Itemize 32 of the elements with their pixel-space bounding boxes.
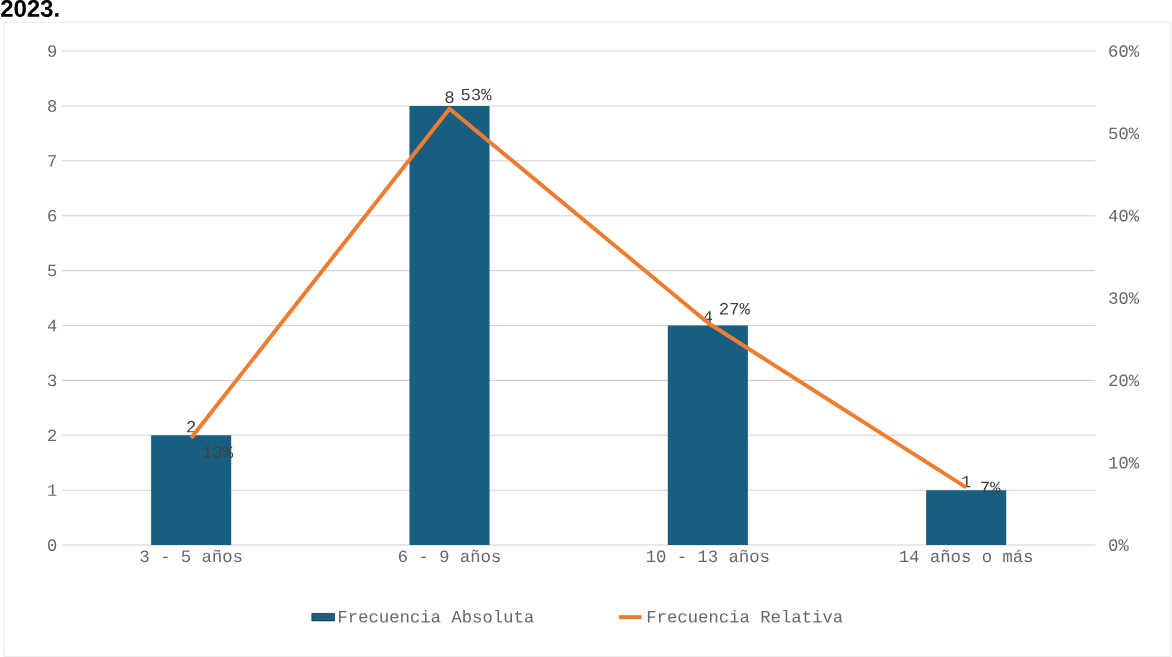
data-label: 27% (719, 302, 750, 315)
x-tick-label: 3 - 5 años (140, 549, 242, 563)
y2-tick-label: 20% (1109, 374, 1140, 387)
y2-tick-label: 40% (1108, 209, 1140, 222)
data-label: 2 (187, 420, 196, 433)
data-label: 53% (461, 88, 492, 101)
y2-tick-label: 0% (1109, 539, 1129, 551)
y-tick-label: 1 (48, 484, 57, 496)
y-tick-label: 8 (48, 100, 57, 112)
legend-label: Frecuencia Absoluta (339, 609, 534, 623)
y2-tick-label: 50% (1109, 127, 1140, 140)
y-tick-label: 6 (48, 209, 57, 222)
y-tick-label: 4 (47, 319, 57, 332)
bar (151, 435, 232, 546)
legend-label: Frecuencia Relativa (647, 609, 843, 623)
y2-tick-label: 60% (1109, 45, 1140, 57)
x-tick-label: 14 años o más (900, 549, 1033, 563)
y-tick-label: 0 (47, 539, 57, 551)
y-tick-label: 7 (48, 155, 56, 167)
y-tick-label: 5 (48, 264, 57, 277)
x-tick-label: 6 - 9 años (398, 549, 500, 563)
y2-tick-label: 10% (1109, 456, 1140, 469)
bar (409, 105, 490, 546)
y2-tick-label: 30% (1109, 292, 1140, 304)
x-tick-label: 10 - 13 años (646, 549, 769, 563)
text: 2023. (1, 0, 59, 17)
line-series (189, 106, 969, 490)
y-tick-label: 9 (48, 45, 57, 57)
y-tick-label: 2 (48, 429, 57, 442)
data-label: 8 (445, 91, 454, 103)
bar (667, 325, 748, 546)
y-tick-label: 3 (48, 374, 57, 387)
